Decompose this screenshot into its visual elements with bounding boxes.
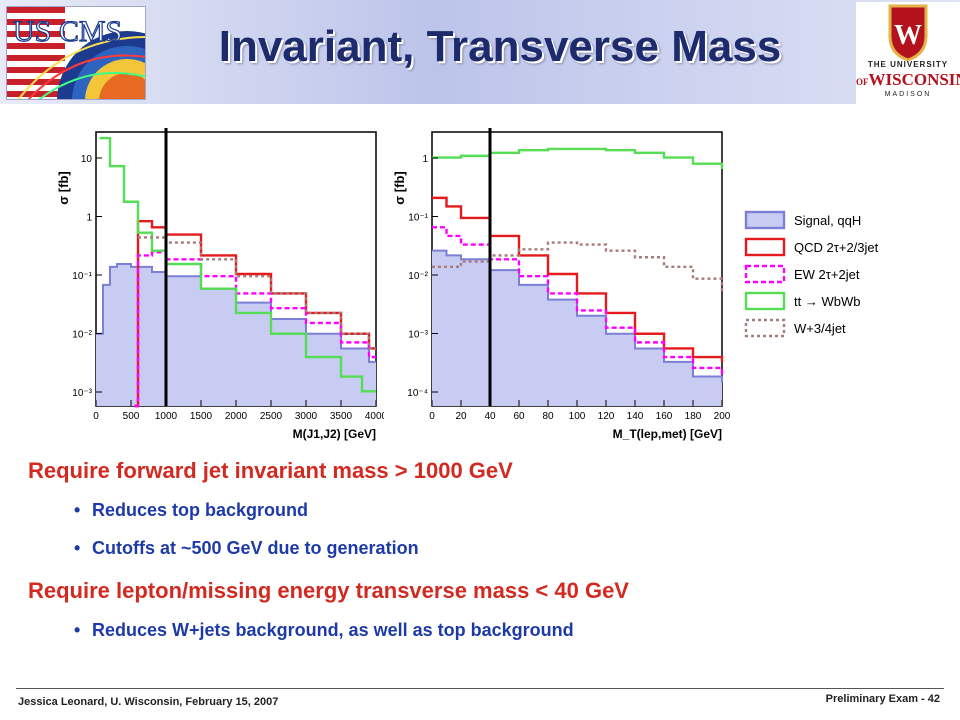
series-line [432,196,724,362]
x-tick-label: 60 [513,411,525,422]
wisconsin-logo: W THE UNIVERSITY OFWISCONSIN MADISON [856,2,960,104]
x-tick-label: 200 [714,411,730,422]
x-tick-label: 80 [542,411,554,422]
footer-divider [16,688,944,689]
x-tick-label: 1000 [155,411,178,422]
legend-swatch [744,237,786,257]
x-tick-label: 2500 [260,411,283,422]
x-tick-label: 3000 [295,411,318,422]
uscms-logo-graphic: US CMS [7,7,145,99]
series-line [99,136,376,393]
bullet-dot: • [74,538,81,558]
x-tick-label: 100 [569,411,586,422]
y-tick-label: 10⁻¹ [72,271,92,282]
wisconsin-line3: MADISON [884,91,932,98]
bullet-mt-cut: Require lepton/missing energy transverse… [28,578,629,603]
bullet-text: Reduces W+jets background, as well as to… [92,620,574,640]
y-axis-label: σ [fb] [56,171,71,204]
bullet-text: Cutoffs at ~500 GeV due to generation [92,538,419,558]
series-fill [432,250,722,406]
bullet-mjj-generation: • Cutoffs at ~500 GeV due to generation [74,538,419,559]
bullet-mjj-cut: Require forward jet invariant mass > 100… [28,458,513,483]
x-tick-label: 40 [484,411,496,422]
series-line [96,263,376,363]
svg-text:W: W [894,20,922,51]
wisconsin-crest: W [888,4,928,62]
mjj-plot: 0 500 1000 1500 2000 2500 3000 3500 4000 10 1 10⁻¹ 1… [56,128,384,441]
legend-swatch [744,210,786,230]
legend-label: QCD 2τ+2/3jet [794,240,879,255]
legend-label: EW 2τ+2jet [794,267,860,282]
x-tick-label: 0 [93,411,99,422]
y-tick-label: 10⁻¹ [408,213,428,224]
x-tick-label: 20 [455,411,467,422]
bullet-mt-wjets: • Reduces W+jets background, as well as t… [74,620,574,641]
wisconsin-name: WISCONSIN [868,70,960,89]
x-axis-label: M_T(lep,met) [GeV] [613,427,722,441]
x-tick-label: 140 [627,411,644,422]
x-tick-label: 160 [656,411,673,422]
y-tick-label: 10⁻² [408,271,428,282]
y-tick-label: 10⁻⁴ [407,388,428,399]
legend-swatch [744,291,786,311]
y-tick-label: 1 [422,154,428,165]
y-axis-label: σ [fb] [392,171,407,204]
legend-label: tt → WbWb [794,294,860,309]
footer-author: Jessica Leonard, U. Wisconsin, February … [18,696,279,708]
legend-swatch [744,264,786,284]
mt-plot: 0 20 40 60 80 100 120 140 160 180 200 1 10⁻¹ 10⁻² 10⁻³… [392,128,730,441]
x-tick-label: 1500 [190,411,213,422]
wisconsin-line2: OFWISCONSIN [856,70,960,90]
y-tick-label: 1 [86,213,92,224]
x-tick-label: 3500 [330,411,353,422]
x-tick-label: 0 [429,411,435,422]
y-tick-label: 10 [81,154,93,165]
legend-label: Signal, qqH [794,213,861,228]
page-title: Invariant, Transverse Mass [218,22,782,71]
x-tick-label: 120 [598,411,615,422]
legend-label: W+3/4jet [794,321,846,336]
chart-legend: Signal, qqH QCD 2τ+2/3jet EW 2τ+2jet tt → W… [742,204,932,354]
x-tick-label: 500 [123,411,140,422]
bullet-mjj-top: • Reduces top background [74,500,308,521]
legend-swatch [744,318,786,338]
bullet-dot: • [74,500,81,520]
x-tick-label: 4000 [365,411,384,422]
y-tick-label: 10⁻³ [408,330,428,341]
series-line [432,226,724,377]
x-axis-label: M(J1,J2) [GeV] [293,427,376,441]
x-tick-label: 2000 [225,411,248,422]
header-band [0,0,960,104]
uscms-logo: US CMS [6,6,146,100]
bullet-dot: • [74,620,81,640]
uscms-logo-text: US CMS [13,15,122,48]
y-tick-label: 10⁻² [72,330,92,341]
series-line [134,250,376,408]
x-tick-label: 180 [685,411,702,422]
footer-page-number: Preliminary Exam - 42 [825,693,940,705]
wisconsin-line1: THE UNIVERSITY [867,60,949,69]
wisconsin-prefix: OF [856,77,869,87]
y-tick-label: 10⁻³ [72,388,92,399]
bullet-text: Reduces top background [92,500,309,520]
